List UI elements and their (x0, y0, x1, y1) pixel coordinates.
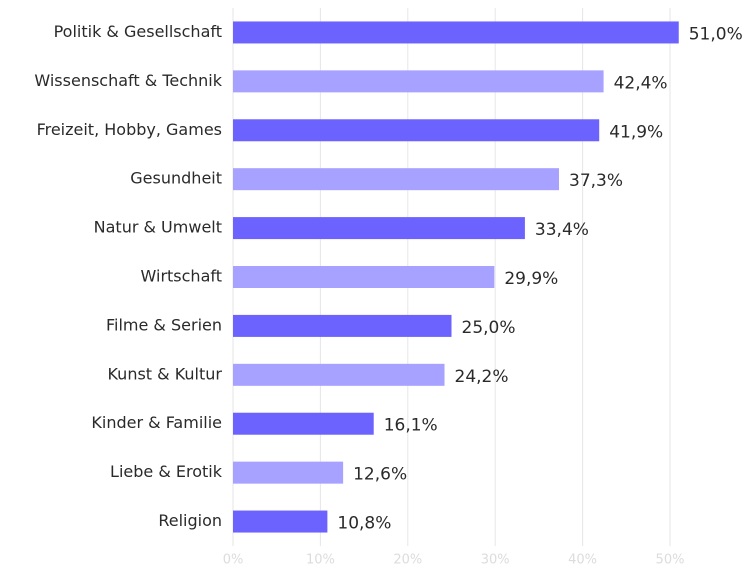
value-label: 12,6% (353, 465, 407, 485)
bar (233, 314, 452, 337)
y-tick-label: Politik & Gesellschaft (54, 22, 222, 41)
bar (233, 510, 328, 533)
value-label: 29,9% (504, 269, 558, 289)
y-tick-label: Religion (158, 511, 222, 530)
x-tick-label: 40% (568, 553, 597, 568)
bar (233, 168, 560, 191)
y-tick-label: Freizeit, Hobby, Games (37, 120, 222, 139)
x-tick-label: 10% (306, 553, 335, 568)
bar (233, 412, 374, 435)
value-label: 37,3% (569, 171, 623, 191)
x-tick-label: 20% (393, 553, 422, 568)
value-label: 16,1% (384, 416, 438, 436)
x-tick-label: 50% (656, 553, 685, 568)
bar (233, 363, 445, 386)
x-tick-label: 0% (223, 553, 244, 568)
value-label: 33,4% (535, 220, 589, 240)
value-label: 24,2% (455, 367, 509, 387)
y-tick-label: Natur & Umwelt (94, 218, 222, 237)
y-tick-label: Wirtschaft (141, 267, 222, 286)
value-label: 25,0% (462, 318, 516, 338)
value-label: 51,0% (689, 24, 743, 44)
y-tick-label: Gesundheit (130, 169, 222, 188)
y-tick-label: Kinder & Familie (91, 413, 222, 432)
y-tick-label: Kunst & Kultur (107, 364, 222, 383)
bar (233, 266, 495, 288)
value-label: 10,8% (337, 514, 391, 534)
bar (233, 70, 604, 93)
value-label: 42,4% (614, 73, 668, 93)
value-label: 41,9% (609, 122, 663, 142)
y-tick-label: Wissenschaft & Technik (34, 71, 222, 90)
x-tick-label: 30% (481, 553, 510, 568)
y-tick-label: Liebe & Erotik (110, 462, 223, 481)
bar (233, 21, 679, 44)
bar (233, 217, 525, 240)
y-tick-label: Filme & Serien (106, 315, 222, 334)
bar (233, 461, 344, 484)
bar (233, 119, 600, 142)
